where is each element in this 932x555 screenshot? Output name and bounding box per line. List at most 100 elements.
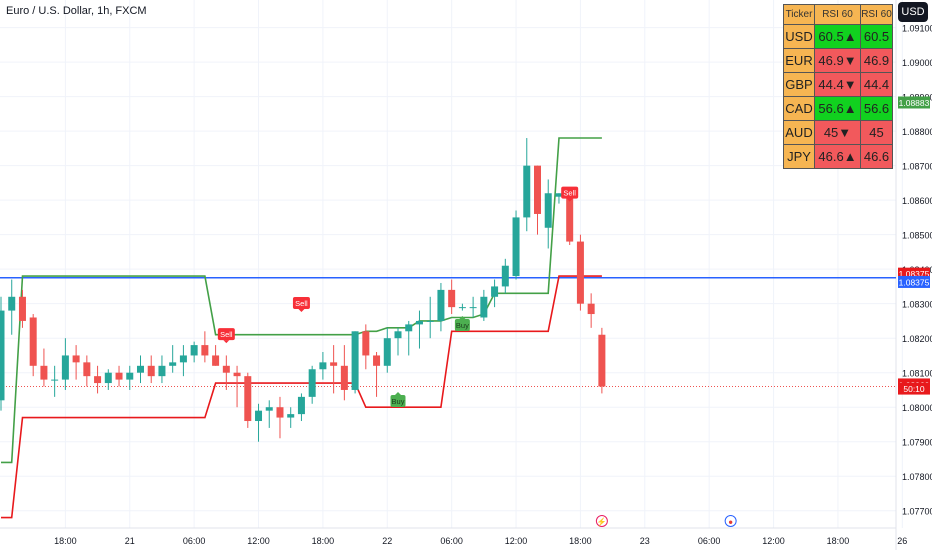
- candle-body: [169, 362, 177, 366]
- candle-body: [222, 365, 230, 373]
- x-tick-label: 12:00: [247, 536, 270, 546]
- signal-box: [561, 186, 579, 199]
- candle-body: [126, 372, 134, 380]
- signal-pointer: [566, 198, 573, 202]
- candle: [51, 365, 59, 397]
- event-icon-glyph: ●: [728, 518, 733, 527]
- signal-pointer: [298, 309, 305, 313]
- candle: [29, 314, 37, 377]
- candle-body: [330, 362, 338, 366]
- x-tick-label: 26: [897, 536, 907, 546]
- signal-label: Sell: [563, 189, 576, 198]
- signal-label: Sell: [295, 299, 308, 308]
- rsi-ticker-cell: CAD: [783, 96, 815, 121]
- candle-body: [458, 307, 466, 309]
- rsi-value-cell: 56.6▲: [814, 96, 861, 121]
- candle-body: [308, 369, 316, 397]
- rsi-value-cell: 60.5: [860, 24, 893, 49]
- price-label-box: [898, 382, 930, 395]
- candle: [201, 331, 209, 363]
- candle-body: [233, 372, 241, 377]
- candle-body: [255, 410, 263, 422]
- rsi-row-eur: EUR 46.9▼ 46.9: [783, 48, 893, 73]
- candle: [212, 345, 220, 366]
- candle: [587, 293, 595, 328]
- candle: [18, 289, 26, 328]
- y-tick-label: 1.07700: [902, 507, 932, 517]
- candle: [576, 234, 584, 311]
- header-ticker: Ticker: [783, 4, 815, 25]
- candle-body: [362, 331, 370, 356]
- candle: [555, 193, 563, 204]
- y-tick-label: 1.08500: [902, 231, 932, 241]
- rsi-row-jpy: JPY 46.6▲ 46.6: [783, 144, 893, 169]
- candle: [0, 296, 5, 411]
- candle-body: [8, 296, 16, 311]
- candle-body: [0, 310, 5, 401]
- candle: [136, 355, 144, 384]
- x-tick-label: 06:00: [183, 536, 206, 546]
- y-tick-label: 1.09000: [902, 58, 932, 68]
- candle: [373, 352, 381, 397]
- rsi-row-cad: CAD 56.6▲ 56.6: [783, 96, 893, 121]
- candle-body: [83, 362, 91, 377]
- rsi-row-gbp: GBP 44.4▼ 44.4: [783, 72, 893, 97]
- candle-body: [544, 193, 552, 228]
- candle: [330, 345, 338, 394]
- candle-body: [179, 355, 187, 363]
- x-tick-label: 12:00: [505, 536, 528, 546]
- candle-body: [576, 241, 584, 304]
- x-tick-label: 22: [382, 536, 392, 546]
- candle: [308, 365, 316, 404]
- rsi-value-cell: 46.9: [860, 48, 893, 73]
- currency-button[interactable]: USD: [898, 2, 928, 22]
- candle: [362, 324, 370, 370]
- candle: [448, 279, 456, 315]
- x-tick-label: 06:00: [698, 536, 721, 546]
- candle: [351, 331, 359, 394]
- price-label-text: 1.08883: [899, 98, 930, 108]
- candle-body: [437, 289, 445, 321]
- candle-body: [212, 355, 220, 366]
- candle: [72, 345, 80, 380]
- candle: [179, 345, 187, 377]
- x-tick-label: 18:00: [569, 536, 592, 546]
- candle: [394, 327, 402, 356]
- candle: [458, 303, 466, 311]
- price-label: 50:10: [898, 382, 930, 395]
- candle: [244, 372, 252, 428]
- candle-body: [523, 165, 531, 218]
- candle-body: [29, 317, 37, 366]
- candle-body: [534, 165, 541, 214]
- candle: [40, 348, 48, 387]
- rsi-value-cell: 60.5▲: [814, 24, 861, 49]
- candle-body: [158, 365, 166, 377]
- x-tick-label: 18:00: [312, 536, 335, 546]
- rsi-table: Ticker RSI 60 RSI 60 USD 60.5▲ 60.5 EUR 46.9…: [783, 4, 893, 169]
- event-icon-circle: [595, 515, 608, 527]
- candle: [405, 320, 413, 356]
- lower-band-line: [1, 275, 602, 519]
- candle: [287, 407, 295, 428]
- price-label-box: [898, 275, 930, 288]
- candle-body: [51, 379, 59, 381]
- event-icon-glyph: ⚡: [597, 517, 607, 527]
- header-rsi-2: RSI 60: [860, 4, 893, 25]
- candle: [491, 279, 499, 308]
- x-tick-label: 21: [125, 536, 135, 546]
- candle-body: [340, 365, 348, 390]
- buy-signal: Buy: [454, 316, 470, 332]
- candle: [480, 289, 488, 321]
- candle: [319, 352, 327, 380]
- candle: [340, 345, 348, 401]
- candle-body: [265, 407, 273, 411]
- y-tick-label: 1.08600: [902, 196, 932, 206]
- rsi-ticker-cell: AUD: [783, 120, 815, 145]
- candle: [94, 365, 102, 394]
- candle-body: [587, 303, 595, 315]
- candle: [415, 310, 423, 349]
- candle-body: [512, 217, 520, 277]
- candle-body: [287, 414, 295, 418]
